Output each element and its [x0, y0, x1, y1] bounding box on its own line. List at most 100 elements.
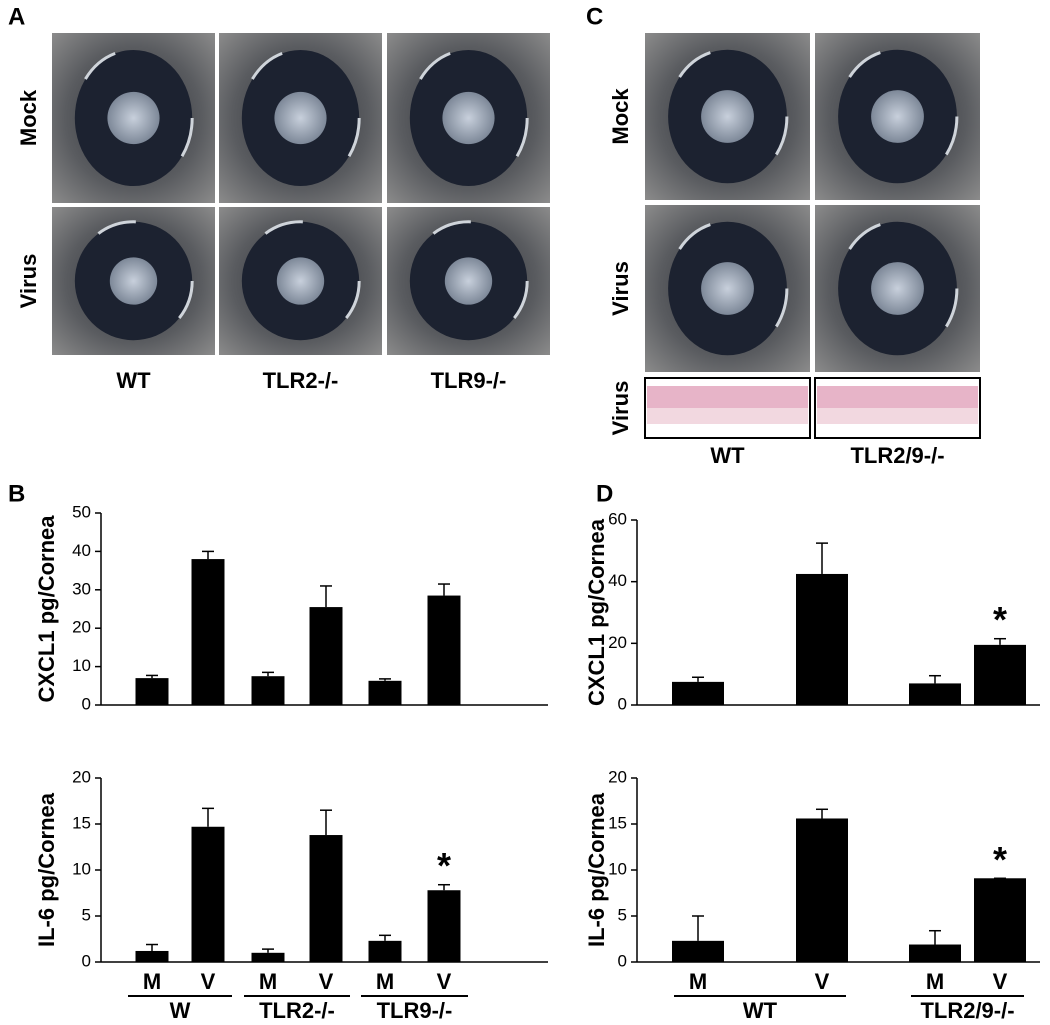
bar	[191, 826, 225, 962]
bar	[796, 818, 848, 962]
error-bar	[262, 948, 274, 953]
y-tick-label: 30	[72, 579, 91, 598]
error-bar	[816, 542, 828, 574]
error-bar	[146, 943, 158, 951]
panel-letter: B	[8, 480, 25, 507]
bar	[191, 559, 225, 705]
error-bar	[320, 809, 332, 836]
bar	[909, 683, 961, 705]
row-label: Virus	[16, 254, 41, 309]
error-bar	[379, 678, 391, 681]
pupil	[871, 90, 924, 143]
histology-layer	[817, 386, 978, 408]
bar	[427, 595, 461, 705]
column-label: TLR9-/-	[431, 368, 507, 393]
error-bar	[692, 676, 704, 682]
error-bar	[438, 583, 450, 596]
x-tick-label: M	[376, 969, 394, 994]
error-bar	[202, 807, 214, 827]
y-tick-label: 20	[72, 767, 91, 786]
y-axis-label: CXCL1 pg/Cornea	[34, 515, 59, 703]
error-bar	[816, 808, 828, 819]
x-tick-label: V	[319, 969, 334, 994]
error-bar	[994, 637, 1006, 645]
error-bar	[438, 883, 450, 891]
x-tick-label: M	[259, 969, 277, 994]
row-label: Mock	[608, 88, 633, 145]
error-bar	[146, 674, 158, 679]
x-tick-label: V	[815, 969, 830, 994]
y-tick-label: 40	[608, 571, 627, 590]
y-tick-label: 60	[608, 509, 627, 528]
y-axis-label: IL-6 pg/Cornea	[34, 792, 59, 947]
group-label: TLR2-/-	[259, 998, 335, 1023]
significance-star: *	[993, 599, 1007, 640]
x-tick-label: M	[143, 969, 161, 994]
y-tick-label: 10	[72, 859, 91, 878]
bar	[672, 940, 724, 962]
column-label: WT	[116, 368, 151, 393]
x-tick-label: V	[993, 969, 1008, 994]
histology-layer	[817, 408, 978, 424]
y-tick-label: 0	[618, 694, 627, 713]
pupil	[274, 91, 327, 145]
pupil	[871, 262, 924, 315]
y-tick-label: 20	[608, 767, 627, 786]
column-label: TLR2/9-/-	[850, 443, 944, 468]
y-tick-label: 10	[608, 859, 627, 878]
row-label: Virus	[608, 261, 633, 316]
bar	[135, 950, 169, 962]
error-bar	[262, 671, 274, 677]
bar	[251, 952, 285, 962]
panel-letter: A	[8, 3, 25, 30]
group-label: WT	[743, 998, 778, 1023]
histology-layer	[647, 408, 808, 424]
y-tick-label: 0	[618, 951, 627, 970]
pupil	[701, 90, 754, 143]
panel-letter: D	[596, 480, 613, 507]
pupil	[701, 262, 754, 315]
y-axis-label: CXCL1 pg/Cornea	[584, 518, 609, 706]
x-tick-label: M	[689, 969, 707, 994]
y-tick-label: 40	[72, 541, 91, 560]
error-bar	[929, 929, 941, 945]
y-tick-label: 5	[618, 905, 627, 924]
bar	[796, 573, 848, 705]
y-axis-label: IL-6 pg/Cornea	[584, 792, 609, 947]
significance-star: *	[993, 839, 1007, 880]
bar	[427, 890, 461, 962]
row-label: Mock	[16, 89, 41, 146]
pupil	[109, 257, 158, 305]
pupil	[107, 91, 160, 145]
bar	[368, 680, 402, 705]
y-tick-label: 20	[72, 618, 91, 637]
y-tick-label: 0	[82, 694, 91, 713]
column-label: WT	[710, 443, 745, 468]
pupil	[442, 91, 495, 145]
bar	[974, 644, 1026, 705]
bar	[309, 835, 343, 962]
group-label: W	[170, 998, 191, 1023]
error-bar	[929, 674, 941, 684]
error-bar	[320, 585, 332, 608]
group-label: TLR2/9-/-	[920, 998, 1014, 1023]
y-tick-label: 15	[72, 813, 91, 832]
error-bar	[379, 934, 391, 941]
error-bar	[202, 550, 214, 560]
panel-letter: C	[586, 3, 603, 30]
bar	[909, 944, 961, 962]
bar	[309, 607, 343, 705]
y-tick-label: 0	[82, 951, 91, 970]
row-label: Virus	[608, 381, 633, 436]
pupil	[444, 257, 493, 305]
y-tick-label: 10	[72, 656, 91, 675]
y-tick-label: 15	[608, 813, 627, 832]
x-tick-label: V	[437, 969, 452, 994]
x-tick-label: V	[201, 969, 216, 994]
x-tick-label: M	[926, 969, 944, 994]
bar	[974, 878, 1026, 962]
bar	[672, 681, 724, 705]
bar	[135, 678, 169, 705]
error-bar	[692, 915, 704, 941]
